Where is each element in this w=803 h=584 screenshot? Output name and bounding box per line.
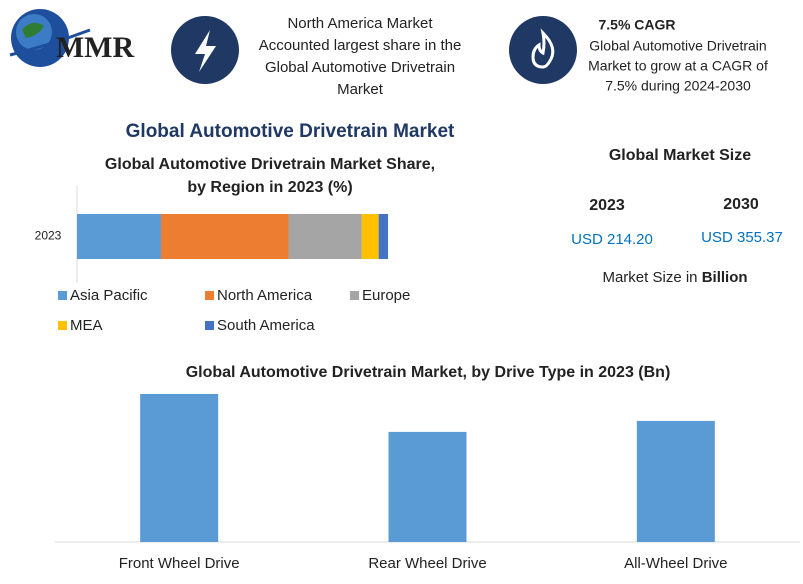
- legend-label: MEA: [70, 317, 103, 334]
- legend-swatch: [58, 321, 67, 330]
- highlight-line: Global Automotive Drivetrain: [589, 38, 766, 54]
- highlight-1: North America Market Accounted largest sh…: [259, 15, 462, 98]
- bar: [636, 420, 715, 542]
- market-size-title: Global Market Size: [609, 147, 751, 164]
- legend-label: Europe: [362, 287, 410, 304]
- legend-label: South America: [217, 317, 315, 334]
- logo-text: MMR: [56, 31, 135, 64]
- bar-segment: [288, 214, 362, 259]
- icon-bolt: [171, 16, 239, 84]
- icon-flame: [509, 16, 577, 84]
- market-note: Market Size in Billion: [602, 269, 747, 286]
- x-tick-label: All-Wheel Drive: [624, 555, 727, 572]
- x-tick-label: Front Wheel Drive: [119, 555, 240, 572]
- highlight-line: Accounted largest share in the: [259, 37, 462, 54]
- market-value: USD 355.37: [701, 229, 783, 246]
- bar-segment: [361, 214, 379, 259]
- legend-label: Asia Pacific: [70, 287, 148, 304]
- highlight-line: Global Automotive Drivetrain: [265, 59, 455, 76]
- legend-swatch: [205, 321, 214, 330]
- bar-segment: [77, 214, 161, 259]
- x-tick-label: Rear Wheel Drive: [368, 555, 486, 572]
- note: Market Size in: [602, 269, 697, 286]
- logo: MMR: [9, 9, 135, 67]
- market-value: USD 214.20: [571, 231, 653, 248]
- year: 2023: [589, 197, 625, 214]
- bar-segment: [160, 214, 289, 259]
- legend-label: North America: [217, 287, 313, 304]
- highlight-2: Global Automotive Drivetrain Market to gr…: [588, 38, 768, 94]
- legend-swatch: [350, 291, 359, 300]
- highlight-line: Market to grow at a CAGR of: [588, 58, 768, 74]
- main-title: Global Automotive Drivetrain Market: [126, 121, 455, 142]
- note-bold: Billion: [702, 269, 748, 286]
- bar-segment: [378, 214, 388, 259]
- bar: [140, 394, 219, 542]
- legend-swatch: [58, 291, 67, 300]
- chart-title: Global Automotive Drivetrain Market, by …: [186, 364, 671, 381]
- highlight-line: North America Market: [287, 15, 433, 32]
- legend-swatch: [205, 291, 214, 300]
- bar: [388, 431, 467, 542]
- highlight-line: Market: [337, 81, 384, 98]
- chart-title: Global Automotive Drivetrain Market Shar…: [105, 156, 435, 173]
- year: 2030: [723, 196, 759, 213]
- cagr-title: 7.5% CAGR: [598, 17, 675, 33]
- highlight-line: 7.5% during 2024-2030: [605, 78, 751, 94]
- chart-title: by Region in 2023 (%): [187, 179, 352, 196]
- y-tick-label: 2023: [35, 229, 62, 243]
